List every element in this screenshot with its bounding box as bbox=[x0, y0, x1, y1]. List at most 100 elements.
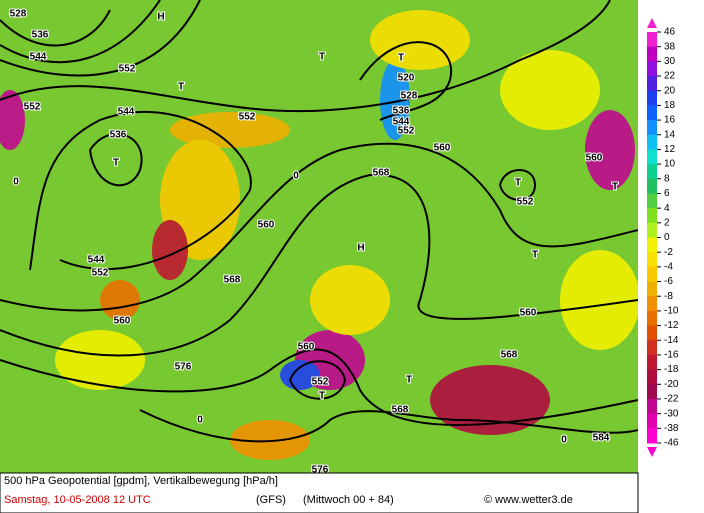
map-label: T bbox=[319, 391, 325, 402]
legend-color-segment bbox=[647, 384, 657, 400]
footer-date: Samstag, 10-05-2008 12 UTC bbox=[4, 494, 151, 506]
geopotential-contours bbox=[0, 0, 639, 443]
legend-tick-label: 14 bbox=[664, 129, 676, 140]
map-label: 536 bbox=[32, 30, 49, 41]
legend-tick-label: 16 bbox=[664, 115, 676, 126]
legend-tick-label: 0 bbox=[664, 232, 670, 243]
legend-tick-label: -6 bbox=[664, 276, 673, 287]
map-label: 552 bbox=[517, 197, 534, 208]
legend-tick-label: 46 bbox=[664, 27, 676, 38]
legend-color-segment bbox=[647, 369, 657, 385]
legend-tick-label: -14 bbox=[664, 335, 679, 346]
map-label: 552 bbox=[92, 268, 109, 279]
legend-tick-label: 8 bbox=[664, 173, 670, 184]
legend-tick-label: -4 bbox=[664, 261, 673, 272]
legend-color-segment bbox=[647, 46, 657, 62]
map-label: 552 bbox=[119, 64, 136, 75]
map-label: 560 bbox=[258, 220, 275, 231]
legend-color-segment bbox=[647, 178, 657, 194]
map-label: T bbox=[113, 158, 119, 169]
legend-tick-label: 4 bbox=[664, 203, 670, 214]
legend-tick-label: -16 bbox=[664, 350, 679, 361]
legend-color-segment bbox=[647, 222, 657, 238]
color-legend: 4638302220181614121086420-2-4-6-8-10-12-… bbox=[638, 0, 704, 473]
map-label: 0 bbox=[561, 435, 567, 446]
legend-color-segment bbox=[647, 354, 657, 371]
legend-tick-label: 22 bbox=[664, 71, 676, 82]
vertical-motion-field bbox=[0, 10, 640, 460]
legend-color-segment bbox=[647, 310, 657, 327]
legend-tick-label: -22 bbox=[664, 394, 679, 405]
map-label: T bbox=[515, 178, 521, 189]
map-label: 568 bbox=[501, 350, 518, 361]
legend-tick-label: -20 bbox=[664, 379, 679, 390]
map-label: 560 bbox=[434, 143, 451, 154]
footer-model: (GFS) bbox=[256, 494, 286, 506]
map-label: 560 bbox=[586, 153, 603, 164]
map-label: T bbox=[178, 82, 184, 93]
map-label: 0 bbox=[293, 171, 299, 182]
legend-color-segment bbox=[647, 193, 657, 209]
legend-color-segment bbox=[647, 149, 657, 165]
legend-tick-label: -46 bbox=[664, 438, 679, 449]
legend-tick-label: 2 bbox=[664, 217, 670, 228]
legend-color-segment bbox=[647, 428, 657, 444]
legend-color-segment bbox=[647, 164, 657, 180]
legend-color-segment bbox=[647, 252, 657, 268]
legend-bottom-arrow bbox=[647, 447, 657, 457]
map-label: 528 bbox=[401, 91, 418, 102]
legend-tick-label: 30 bbox=[664, 56, 676, 67]
legend-color-segment bbox=[647, 413, 657, 429]
legend-color-segment bbox=[647, 105, 657, 121]
legend-color-segment bbox=[647, 325, 657, 341]
map-label: 0 bbox=[13, 177, 19, 188]
legend-color-segment bbox=[647, 208, 657, 224]
map-label: T bbox=[319, 52, 325, 63]
map-label: 552 bbox=[398, 126, 415, 137]
legend-tick-label: -8 bbox=[664, 291, 673, 302]
legend-color-segment bbox=[647, 90, 657, 106]
legend-color-segment bbox=[647, 120, 657, 136]
map-label: 552 bbox=[24, 102, 41, 113]
legend-top-arrow bbox=[647, 18, 657, 28]
map-label: 520 bbox=[398, 73, 415, 84]
map-label: 552 bbox=[312, 377, 329, 388]
map-label: T bbox=[398, 53, 404, 64]
legend-tick-label: -18 bbox=[664, 364, 679, 375]
footer-source: © www.wetter3.de bbox=[484, 494, 573, 506]
map-label: H bbox=[357, 243, 364, 254]
legend-tick-label: -12 bbox=[664, 320, 679, 331]
legend-color-segment bbox=[647, 32, 657, 48]
map-label: 0 bbox=[197, 415, 203, 426]
map-label: 560 bbox=[114, 316, 131, 327]
footer: 500 hPa Geopotential [gpdm], Vertikalbew… bbox=[0, 472, 639, 513]
legend-color-segment bbox=[647, 237, 657, 253]
map-label: 536 bbox=[393, 106, 410, 117]
legend-color-segment bbox=[647, 296, 657, 312]
legend-tick-label: -30 bbox=[664, 408, 679, 419]
map-label: T bbox=[406, 375, 412, 386]
legend-color-segment bbox=[647, 340, 657, 356]
legend-color-segment bbox=[647, 266, 657, 283]
map-label: T bbox=[612, 182, 618, 193]
map-label: 536 bbox=[110, 130, 127, 141]
legend-tick-label: -38 bbox=[664, 423, 679, 434]
map-label: H bbox=[157, 12, 164, 23]
map-label: 544 bbox=[118, 107, 135, 118]
map-label: 568 bbox=[392, 405, 409, 416]
legend-color-segment bbox=[647, 281, 657, 297]
map-label: 544 bbox=[30, 52, 47, 63]
legend-tick-label: 18 bbox=[664, 100, 676, 111]
legend-color-segment bbox=[647, 61, 657, 77]
map-label: 528 bbox=[10, 9, 27, 20]
map-label: 576 bbox=[175, 362, 192, 373]
map-label: T bbox=[532, 250, 538, 261]
map-label: 552 bbox=[239, 112, 256, 123]
map-label: 584 bbox=[593, 433, 610, 444]
legend-tick-label: 12 bbox=[664, 144, 676, 155]
legend-tick-label: 20 bbox=[664, 85, 676, 96]
map-label: 560 bbox=[520, 308, 537, 319]
map-label: 568 bbox=[224, 275, 241, 286]
legend-tick-label: 38 bbox=[664, 41, 676, 52]
